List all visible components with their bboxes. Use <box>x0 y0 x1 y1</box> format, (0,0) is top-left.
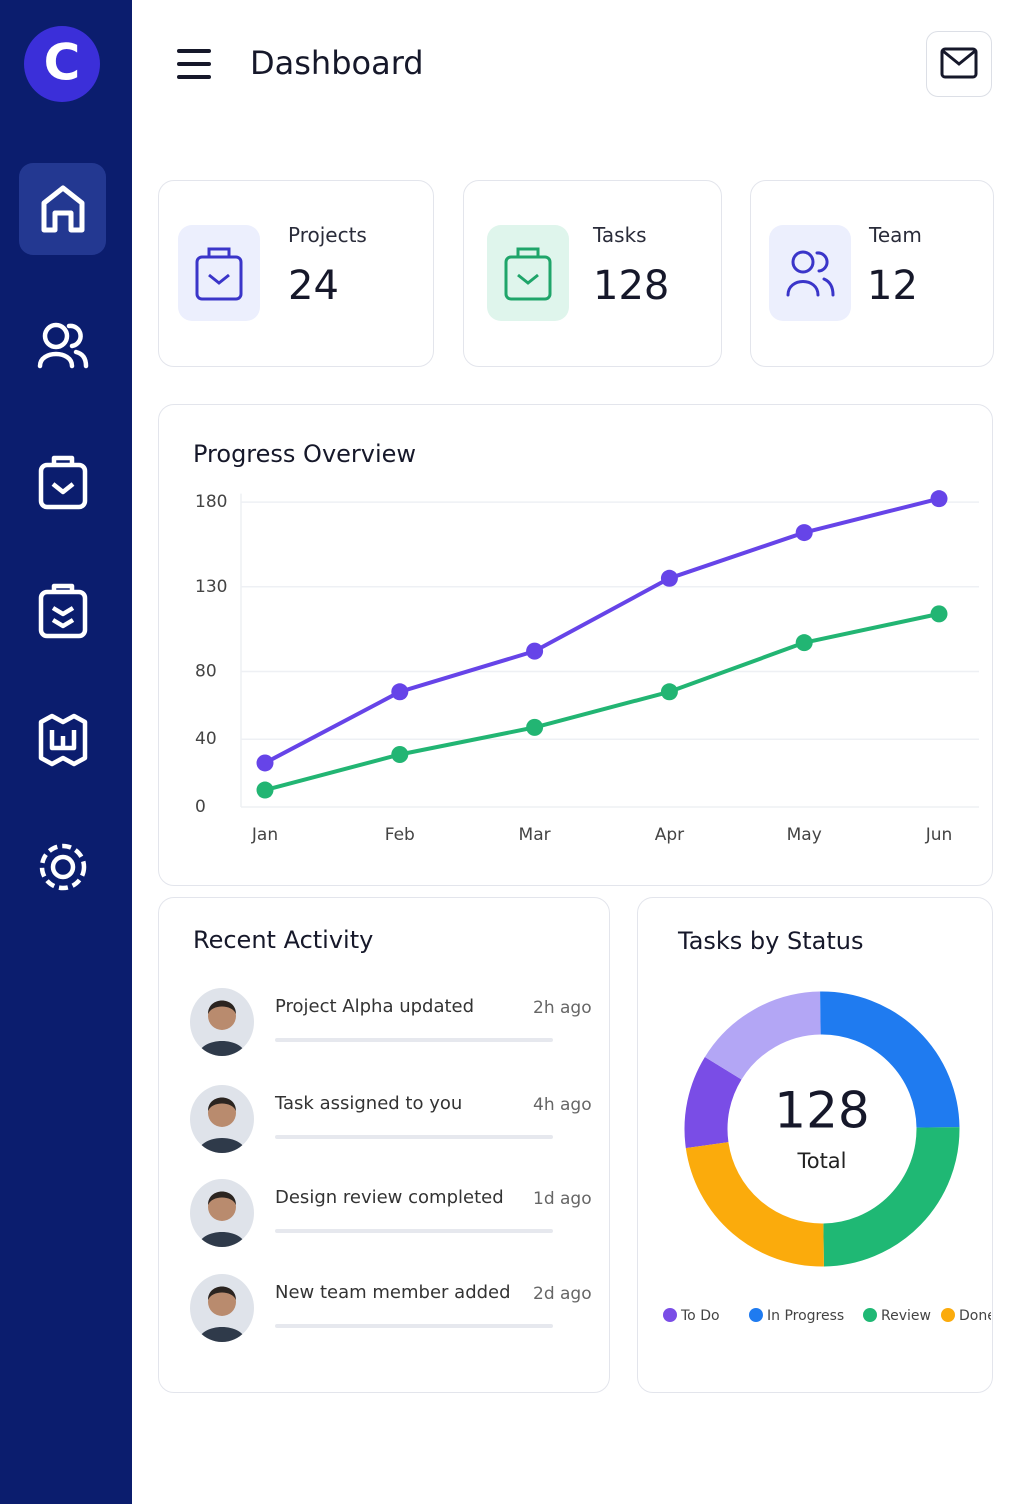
tasks-icon[interactable] <box>38 455 88 510</box>
point <box>256 754 274 772</box>
legend-swatch <box>663 1308 677 1322</box>
activity-divider <box>275 1229 553 1233</box>
nav-active[interactable] <box>19 163 106 255</box>
y-tick-label: 180 <box>195 492 227 512</box>
point <box>660 683 678 701</box>
point <box>795 524 813 542</box>
avatar-face <box>198 1286 246 1342</box>
avatar <box>190 1274 254 1342</box>
stat-label: Team <box>869 223 922 247</box>
legend-label: In Progress <box>767 1308 844 1324</box>
point <box>930 605 948 623</box>
legend-swatch <box>749 1308 763 1322</box>
logo[interactable] <box>24 26 100 102</box>
page-title: Dashboard <box>250 44 424 82</box>
sidebar: C <box>0 0 132 1504</box>
x-tick-label: May <box>787 825 822 845</box>
y-tick-label: 0 <box>195 797 206 817</box>
team-icon[interactable] <box>37 322 89 369</box>
activity-title: Recent Activity <box>193 926 374 954</box>
donut-segment <box>820 991 960 1129</box>
stat-icon <box>769 225 851 321</box>
avatar-face <box>198 1191 246 1247</box>
avatar-face <box>198 1097 246 1153</box>
activity-divider <box>275 1135 553 1139</box>
donut-chart: Tasks by Status 128 Total To Do In Progre… <box>663 927 996 1324</box>
stat-value: 24 <box>288 263 339 309</box>
x-tick-label: Feb <box>385 825 415 845</box>
point <box>391 745 409 763</box>
stat-label: Tasks <box>593 223 647 247</box>
avatar <box>190 988 254 1056</box>
stat-label: Projects <box>288 223 367 247</box>
activity-time: 2d ago <box>533 1284 592 1304</box>
stat-card: Team 12 <box>750 180 994 367</box>
activity-card: Recent Activity Project Alpha updated 2h … <box>158 897 610 1393</box>
settings-icon[interactable] <box>39 843 87 891</box>
activity-time: 2h ago <box>533 998 592 1018</box>
stat-card: Projects 24 <box>158 180 434 367</box>
legend-label: To Do <box>680 1308 720 1324</box>
donut-segment <box>704 991 822 1081</box>
line-chart: Progress Overview 0 40 80 130 180 Jan Feb Mar Ap… <box>193 440 979 845</box>
chart-title: Tasks by Status <box>677 927 863 955</box>
mail-button[interactable] <box>926 31 992 97</box>
x-tick-label: Mar <box>519 825 551 845</box>
center-value: 128 <box>774 1082 869 1140</box>
center-label: Total <box>796 1149 846 1173</box>
point <box>526 642 544 660</box>
chart-title: Progress Overview <box>193 440 416 468</box>
legend-label: Done <box>959 1308 991 1324</box>
line-series <box>264 496 940 765</box>
chart-card: Tasks by Status 128 Total To Do In Progre… <box>637 897 996 1393</box>
point <box>795 634 813 652</box>
avatar <box>190 1085 254 1153</box>
point <box>256 781 274 799</box>
x-tick-label: Apr <box>655 825 684 845</box>
donut-segment <box>684 1056 742 1149</box>
clipboard-icon[interactable] <box>38 583 88 639</box>
y-tick-label: 130 <box>195 577 227 597</box>
activity-divider <box>275 1324 553 1328</box>
activity-text: Task assigned to you <box>275 1093 463 1114</box>
x-tick-label: Jan <box>251 825 278 845</box>
activity-time: 4h ago <box>533 1095 592 1115</box>
stat-value: 12 <box>867 263 918 309</box>
stat-card: Tasks 128 <box>463 180 722 367</box>
chart-card: Progress Overview 0 40 80 130 180 Jan Feb Mar Ap… <box>158 404 993 886</box>
avatar <box>190 1179 254 1247</box>
y-tick-label: 40 <box>195 729 217 749</box>
activity-divider <box>275 1038 553 1042</box>
reports-icon[interactable] <box>38 713 88 767</box>
mail-icon <box>940 47 978 79</box>
point <box>660 569 678 587</box>
stat-icon <box>487 225 569 321</box>
point <box>391 683 409 701</box>
legend-label: Review <box>881 1308 931 1324</box>
donut-segment <box>822 1127 960 1267</box>
avatar-face <box>198 1000 246 1056</box>
home-icon <box>41 185 85 233</box>
legend-swatch <box>863 1308 877 1322</box>
activity-text: Design review completed <box>275 1187 504 1208</box>
activity-text: New team member added <box>275 1282 511 1303</box>
donut-segment <box>685 1141 824 1267</box>
point <box>930 490 948 508</box>
point <box>526 718 544 736</box>
x-tick-label: Jun <box>925 825 953 845</box>
stat-icon <box>178 225 260 321</box>
y-tick-label: 80 <box>195 661 217 681</box>
legend-swatch <box>941 1308 955 1322</box>
activity-text: Project Alpha updated <box>275 996 475 1017</box>
menu-icon[interactable] <box>176 46 212 82</box>
activity-time: 1d ago <box>533 1189 592 1209</box>
stat-value: 128 <box>593 263 670 309</box>
logo-letter: C <box>44 34 81 92</box>
line-series <box>264 611 940 792</box>
